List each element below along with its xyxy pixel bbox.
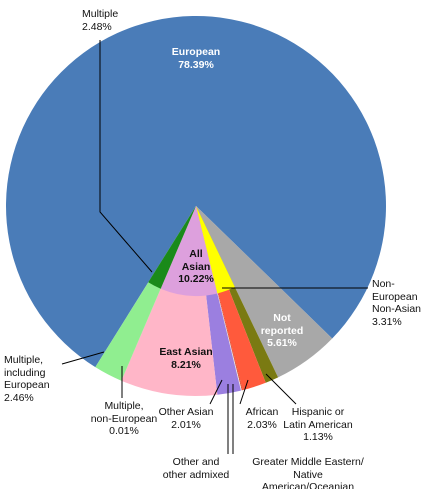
slice-label: African 2.03% (246, 406, 279, 431)
pie-slice (6, 16, 387, 368)
slice-label: Other and other admixed (163, 456, 230, 481)
label-name: European (171, 46, 221, 58)
label-name: All Asian (181, 248, 211, 273)
inner-slice (160, 206, 218, 296)
label-value: 0.01% (109, 425, 139, 437)
slice-label: East Asian 8.21% (159, 346, 212, 371)
leader-line (99, 40, 153, 273)
leader-lines (61, 40, 368, 454)
label-name: Greater Middle Eastern/ Native American/… (252, 456, 364, 489)
inner-slice (196, 206, 235, 294)
slice-label: Greater Middle Eastern/ Native American/… (248, 456, 368, 489)
leader-line (265, 373, 297, 405)
label-value: 1.13% (303, 431, 333, 443)
slice-label: Non- European Non-Asian 3.31% (372, 278, 421, 328)
label-value: 3.31% (372, 315, 402, 328)
label-value: 78.39% (178, 58, 214, 71)
slice-label: European 78.39% (172, 46, 220, 71)
pie-slice (196, 206, 333, 378)
slice-label: Multiple, non-European 0.01% (91, 400, 158, 438)
label-value: 2.48% (82, 20, 112, 33)
slice-label: All Asian 10.22% (178, 248, 214, 286)
label-name: East Asian (159, 346, 213, 358)
label-name: Not reported (260, 312, 304, 337)
label-value: 8.21% (171, 358, 201, 371)
leader-line (239, 379, 249, 405)
inner-slice (148, 206, 196, 289)
slice-label: Hispanic or Latin American 1.13% (283, 406, 352, 444)
label-name: Other Asian (158, 406, 214, 418)
label-value: 5.61% (267, 337, 297, 349)
label-value: 2.03% (247, 418, 277, 431)
label-name: African (245, 406, 279, 418)
slice-label: Not reported 5.61% (261, 312, 304, 350)
label-value: 10.22% (178, 273, 214, 285)
leader-line (209, 379, 223, 405)
slice-label: Multiple 2.48% (82, 8, 118, 33)
slices (6, 16, 387, 396)
label-name: Non- European Non-Asian (372, 278, 422, 315)
label-value: 2.46% (4, 391, 34, 404)
label-value: 2.01% (171, 418, 201, 431)
label-name: Multiple, including European (4, 354, 50, 391)
slice-label: Other Asian 2.01% (159, 406, 214, 431)
label-name: Other and other admixed (162, 456, 230, 481)
slice-label: Multiple, including European 2.46% (4, 354, 50, 404)
label-name: Hispanic or Latin American (283, 406, 353, 431)
label-name: Multiple (82, 8, 119, 20)
leader-line (61, 351, 105, 365)
label-name: Multiple, non-European (90, 400, 158, 425)
